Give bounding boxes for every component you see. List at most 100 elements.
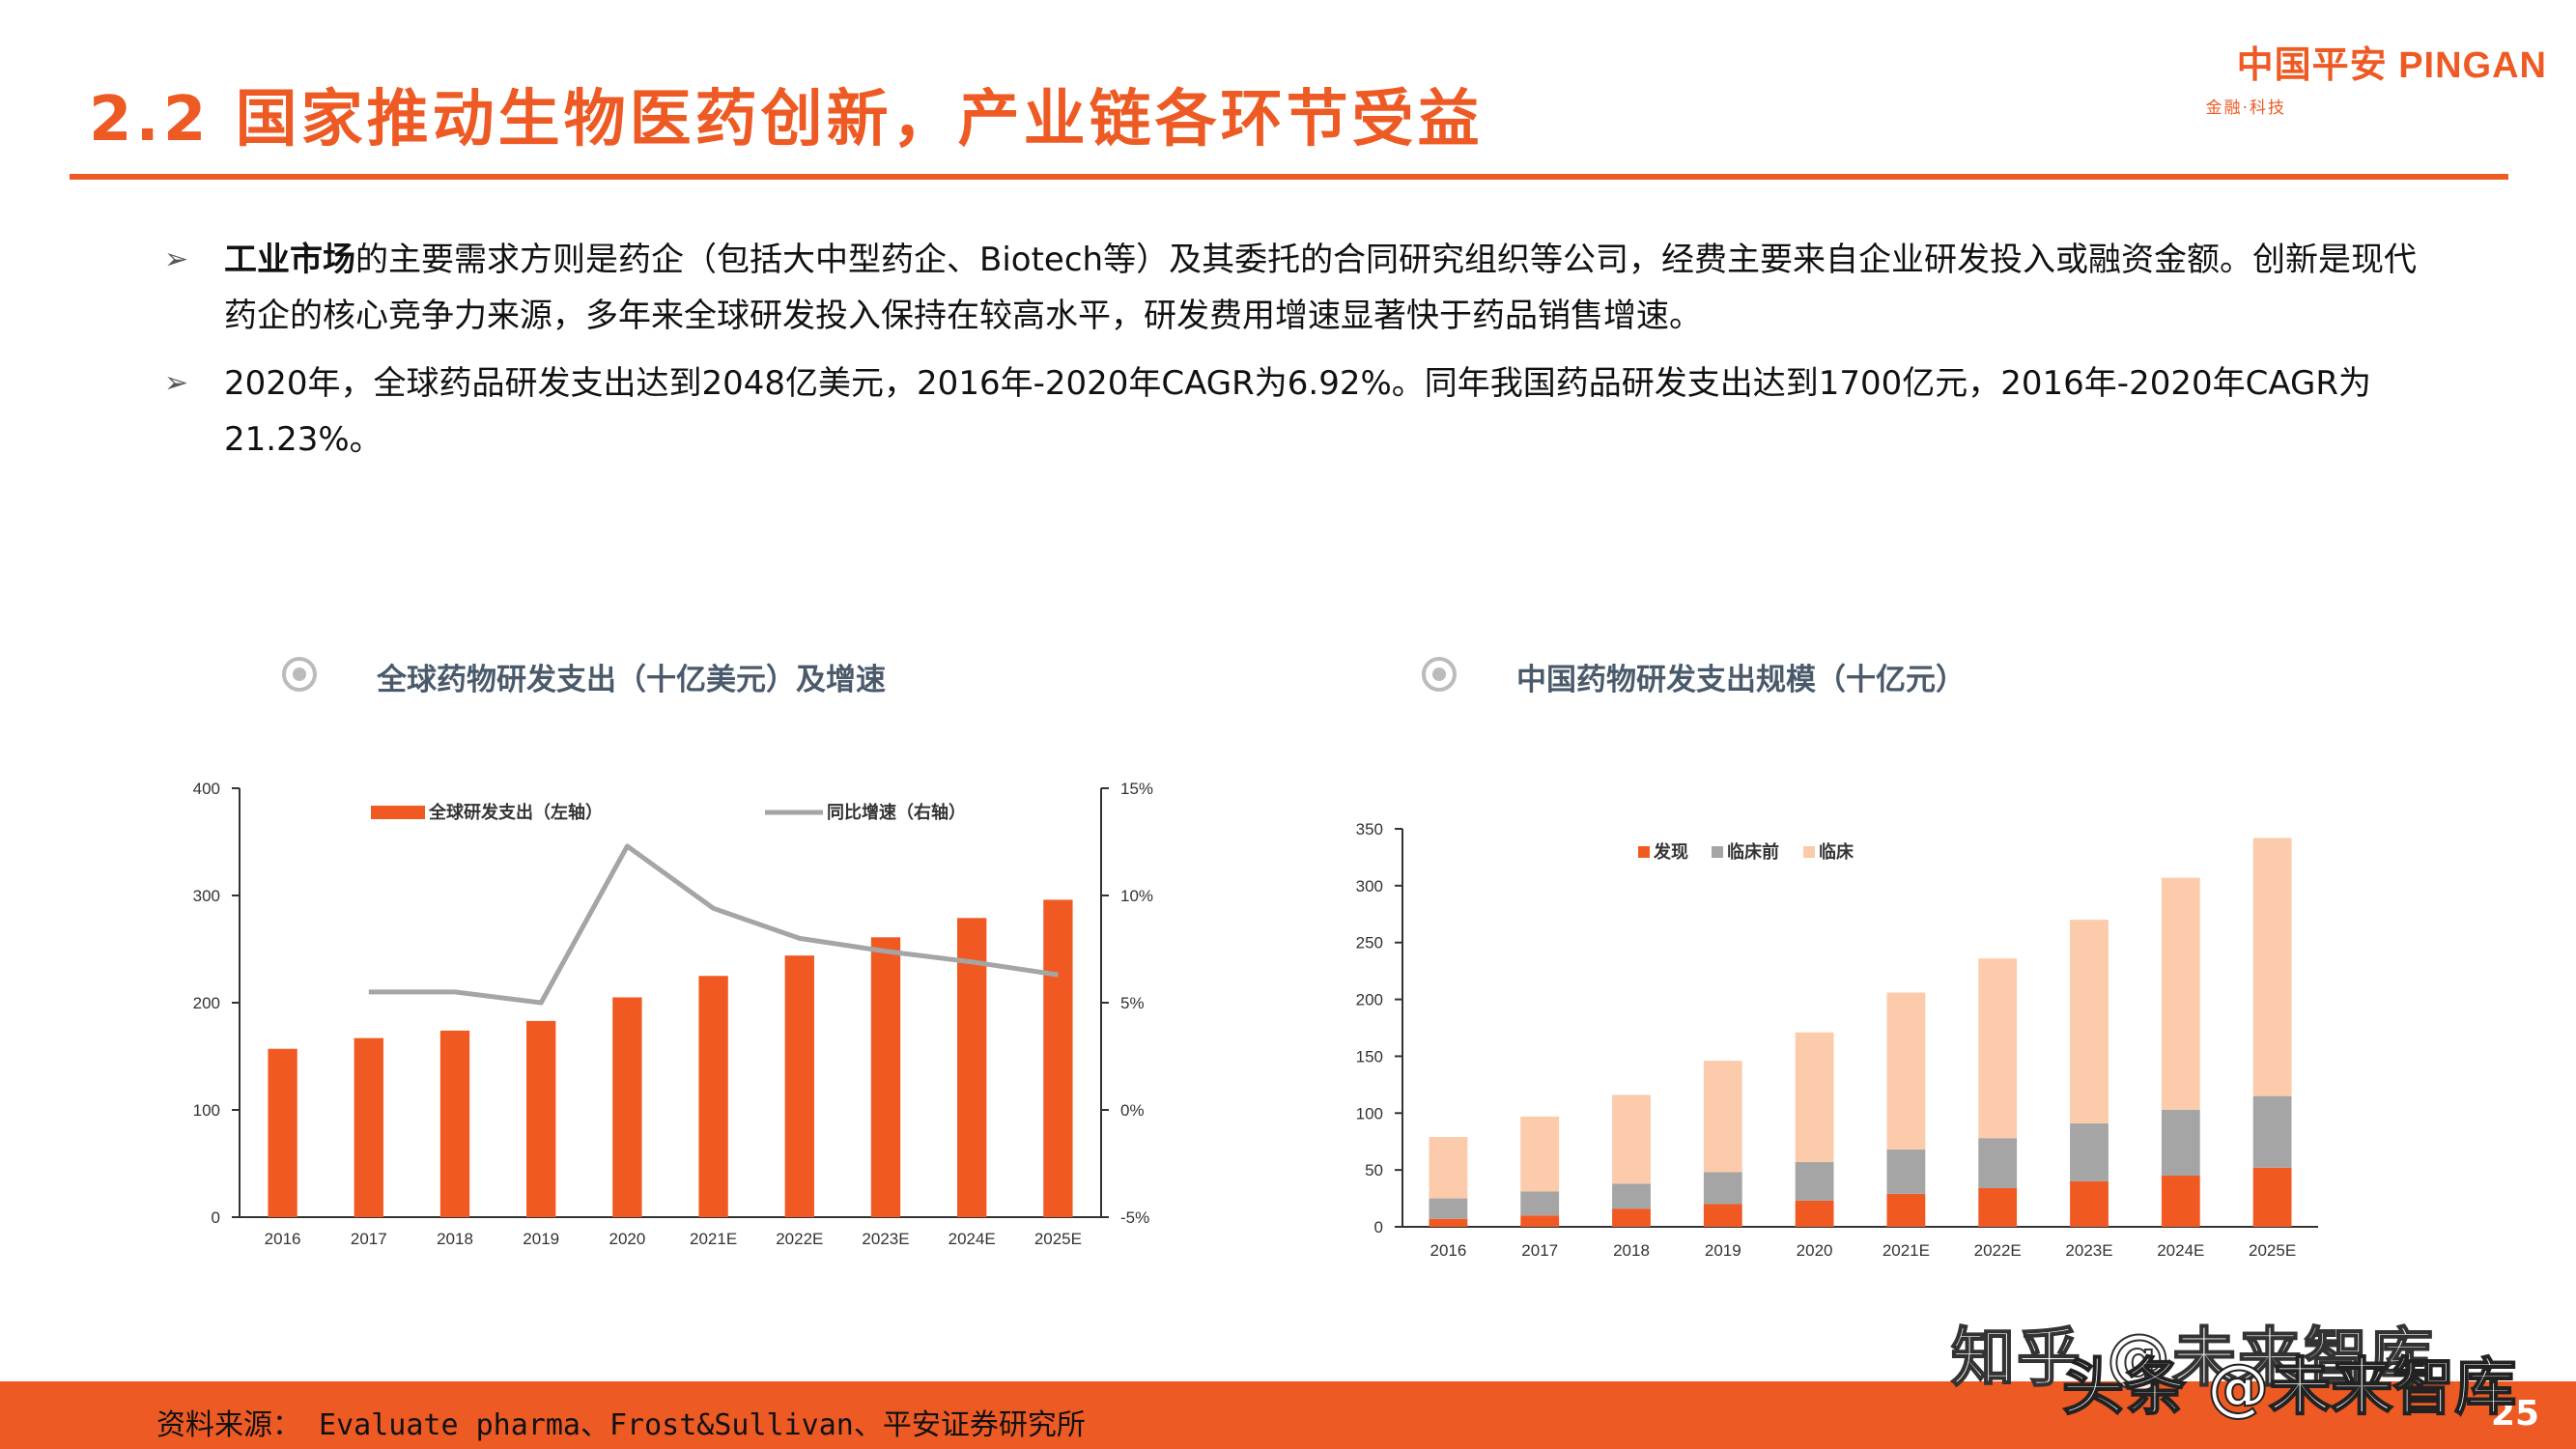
stacked-bar-segment-discovery <box>1978 1187 2018 1227</box>
stacked-bar-segment-preclinical <box>1429 1198 1468 1219</box>
y-tick-label: 350 <box>1356 820 1383 838</box>
stacked-bar-segment-discovery <box>1703 1204 1742 1227</box>
stacked-bar-segment-discovery <box>1429 1218 1468 1227</box>
y2-tick-label: -5% <box>1120 1208 1149 1227</box>
x-tick-label: 2025E <box>2249 1241 2296 1260</box>
logo-wordmark: 中国平安 PINGAN <box>2236 45 2547 86</box>
y-tick-label: 300 <box>1356 877 1383 895</box>
x-tick-label: 2023E <box>862 1230 909 1248</box>
page-number: 25 <box>2490 1394 2539 1434</box>
x-tick-label: 2021E <box>1882 1241 1930 1260</box>
bullet-text: 的主要需求方则是药企（包括大中型药企、Biotech等）及其委托的合同研究组织等… <box>224 241 2418 335</box>
stacked-bar-segment-clinical <box>1703 1061 1742 1173</box>
y-tick-label: 250 <box>1356 934 1383 952</box>
x-tick-label: 2018 <box>1613 1241 1650 1260</box>
bar-global-rd <box>784 955 814 1217</box>
x-tick-label: 2019 <box>523 1230 559 1248</box>
logo-tagline: 金融·科技 <box>2205 99 2286 118</box>
x-tick-label: 2016 <box>1430 1241 1466 1260</box>
title-divider <box>70 174 2508 180</box>
y-tick-label: 100 <box>193 1101 220 1120</box>
bar-global-rd <box>870 937 901 1217</box>
bar-global-rd <box>698 976 728 1217</box>
x-tick-label: 2023E <box>2065 1241 2112 1260</box>
stacked-bar-segment-clinical <box>1612 1094 1651 1184</box>
y-tick-label: 200 <box>1356 991 1383 1009</box>
bar-global-rd <box>526 1020 556 1217</box>
x-tick-label: 2024E <box>948 1230 996 1248</box>
bullet-list: ➢ 工业市场的主要需求方则是药企（包括大中型药企、Biotech等）及其委托的合… <box>164 232 2424 479</box>
bar-global-rd <box>439 1030 470 1217</box>
stacked-bar-segment-discovery <box>1886 1193 1926 1227</box>
stacked-bar-segment-clinical <box>1429 1137 1468 1199</box>
arrow-bullet-icon: ➢ <box>164 242 189 276</box>
stacked-bar-segment-preclinical <box>1886 1149 1926 1194</box>
x-tick-label: 2022E <box>776 1230 823 1248</box>
x-tick-label: 2017 <box>351 1230 387 1248</box>
y-tick-label: 50 <box>1365 1161 1383 1179</box>
bullet-bold-term: 工业市场 <box>224 241 355 279</box>
y-tick-label: 0 <box>212 1208 220 1227</box>
x-tick-label: 2018 <box>437 1230 473 1248</box>
legend-label: 同比增速（右轴） <box>827 802 966 822</box>
legend-swatch <box>1638 846 1650 858</box>
stacked-bar-segment-discovery <box>2070 1180 2109 1227</box>
stacked-bar-segment-preclinical <box>1612 1183 1651 1209</box>
stacked-bar-segment-preclinical <box>2161 1109 2200 1177</box>
stacked-bar-segment-clinical <box>1886 992 1926 1150</box>
stacked-bar-segment-clinical <box>2070 920 2109 1123</box>
y2-tick-label: 10% <box>1120 887 1153 905</box>
stacked-bar-segment-clinical <box>2161 877 2200 1110</box>
bar-global-rd <box>957 918 987 1217</box>
stacked-bar-segment-clinical <box>1978 958 2018 1139</box>
radio-bullet-icon <box>282 657 317 692</box>
x-tick-label: 2019 <box>1705 1241 1741 1260</box>
legend-label: 临床 <box>1819 841 1854 862</box>
y-tick-label: 300 <box>193 887 220 905</box>
stacked-bar-segment-preclinical <box>1520 1191 1560 1216</box>
china-rd-chart: 0 50 100 150 200 250 300 350 2016 2017 2018 2019 202… <box>1356 820 2318 1260</box>
x-tick-label: 2016 <box>265 1230 301 1248</box>
stacked-bar-segment-preclinical <box>2070 1122 2109 1181</box>
y-tick-label: 100 <box>1356 1104 1383 1122</box>
source-note: 资料来源： Evaluate pharma、Frost&Sullivan、平安证… <box>156 1408 1086 1442</box>
stacked-bar-segment-preclinical <box>1978 1138 2018 1188</box>
bar-global-rd <box>1043 899 1073 1217</box>
footer-bar <box>0 1381 2576 1449</box>
bar-global-rd <box>612 997 642 1217</box>
right-chart-title: 中国药物研发支出规模（十亿元） <box>1516 663 1966 697</box>
radio-bullet-icon <box>1422 657 1457 692</box>
bullet-item-2: ➢ 2020年，全球药品研发支出达到2048亿美元，2016年-2020年CAG… <box>164 355 2424 468</box>
stacked-bar-segment-clinical <box>1795 1032 1834 1162</box>
stacked-bar-segment-clinical <box>2252 838 2292 1096</box>
y-tick-label: 200 <box>193 994 220 1012</box>
stacked-bar-segment-discovery <box>2161 1176 2200 1227</box>
watermark-toutiao: 头条 @未来智库 <box>2061 1351 2517 1425</box>
x-tick-label: 2017 <box>1521 1241 1558 1260</box>
brand-logo: 中国平安 PINGAN 金融·科技 <box>2206 35 2547 118</box>
y2-tick-label: 5% <box>1120 994 1145 1012</box>
bullet-text: 2020年，全球药品研发支出达到2048亿美元，2016年-2020年CAGR为… <box>224 364 2371 459</box>
bullet-item-1: ➢ 工业市场的主要需求方则是药企（包括大中型药企、Biotech等）及其委托的合… <box>164 232 2424 344</box>
left-chart-title: 全球药物研发支出（十亿美元）及增速 <box>377 663 886 697</box>
legend-label: 临床前 <box>1727 841 1779 862</box>
legend-swatch <box>1712 846 1723 858</box>
global-rd-chart: 0 100 200 300 400 -5% 0% 5% 10% 15% 2016 2017 2018 20… <box>193 780 1153 1248</box>
stacked-bar-segment-discovery <box>1612 1208 1651 1227</box>
x-tick-label: 2022E <box>1974 1241 2022 1260</box>
x-tick-label: 2020 <box>609 1230 645 1248</box>
y-tick-label: 400 <box>193 780 220 798</box>
stacked-bar-segment-preclinical <box>1795 1161 1834 1201</box>
stacked-bar-segment-preclinical <box>2252 1095 2292 1168</box>
stacked-bar-segment-discovery <box>2252 1167 2292 1227</box>
stacked-bar-segment-discovery <box>1795 1200 1834 1227</box>
y-tick-label: 150 <box>1356 1047 1383 1065</box>
legend-label: 全球研发支出（左轴） <box>428 802 603 822</box>
watermark-zhihu: 知乎 @未来智库 <box>1950 1320 2435 1396</box>
y2-tick-label: 0% <box>1120 1101 1145 1120</box>
stacked-bar-segment-discovery <box>1520 1215 1560 1227</box>
x-tick-label: 2025E <box>1034 1230 1082 1248</box>
x-tick-label: 2024E <box>2157 1241 2204 1260</box>
stacked-bar-segment-preclinical <box>1703 1172 1742 1205</box>
legend-label: 发现 <box>1653 841 1688 862</box>
